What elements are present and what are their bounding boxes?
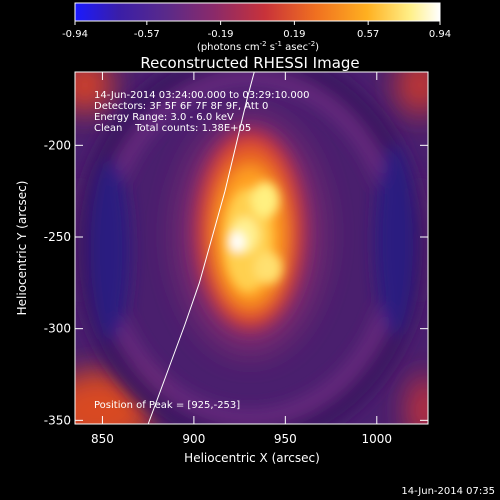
annotation-energy: Energy Range: 3.0 - 6.0 keV xyxy=(94,112,234,123)
x-tick-label: 1000 xyxy=(362,432,393,446)
colorbar-tick-label: -0.94 xyxy=(62,29,88,40)
colorbar-tick-label: 0.57 xyxy=(357,29,379,40)
annotation-block: 14-Jun-2014 03:24:00.000 to 03:29:10.000… xyxy=(94,90,310,134)
x-tick-label: 900 xyxy=(182,432,205,446)
colorbar-tick-label: -0.57 xyxy=(134,29,160,40)
annotation-detectors: Detectors: 3F 5F 6F 7F 8F 9F, Att 0 xyxy=(94,101,268,112)
footer-timestamp: 14-Jun-2014 07:35 xyxy=(401,486,495,497)
y-axis-label: Heliocentric Y (arcsec) xyxy=(15,181,29,316)
heatmap-image xyxy=(75,72,428,424)
colorbar-strip xyxy=(74,2,441,22)
colorbar: -0.94 -0.57 -0.19 0.19 0.57 0.94 (photons cm-… xyxy=(62,2,451,53)
colorbar-tick-label: -0.19 xyxy=(208,29,234,40)
y-tick-label: -200 xyxy=(44,138,71,152)
chart-title: Reconstructed RHESSI Image xyxy=(140,54,359,72)
colorbar-tick-label: 0.94 xyxy=(429,29,451,40)
annotation-clean: Clean Total counts: 1.38E+05 xyxy=(94,123,251,134)
peak-position-label: Position of Peak = [925,-253] xyxy=(94,400,240,411)
y-tick-label: -300 xyxy=(44,322,71,336)
y-tick-label: -250 xyxy=(44,230,71,244)
colorbar-units: (photons cm-2 s-1 asec-2) xyxy=(197,40,319,53)
solar-limb-curve xyxy=(147,72,255,424)
x-tick-label: 850 xyxy=(91,432,114,446)
axis-ticks: 850 900 950 1000 -200 -250 -300 -350 xyxy=(44,72,428,446)
x-tick-label: 950 xyxy=(274,432,297,446)
colorbar-tick-label: 0.19 xyxy=(283,29,305,40)
colorbar-ticks: -0.94 -0.57 -0.19 0.19 0.57 0.94 xyxy=(62,21,451,40)
x-axis-label: Heliocentric X (arcsec) xyxy=(184,451,320,465)
plot-frame xyxy=(74,71,429,425)
y-tick-label: -350 xyxy=(44,413,71,427)
annotation-time: 14-Jun-2014 03:24:00.000 to 03:29:10.000 xyxy=(94,90,310,101)
